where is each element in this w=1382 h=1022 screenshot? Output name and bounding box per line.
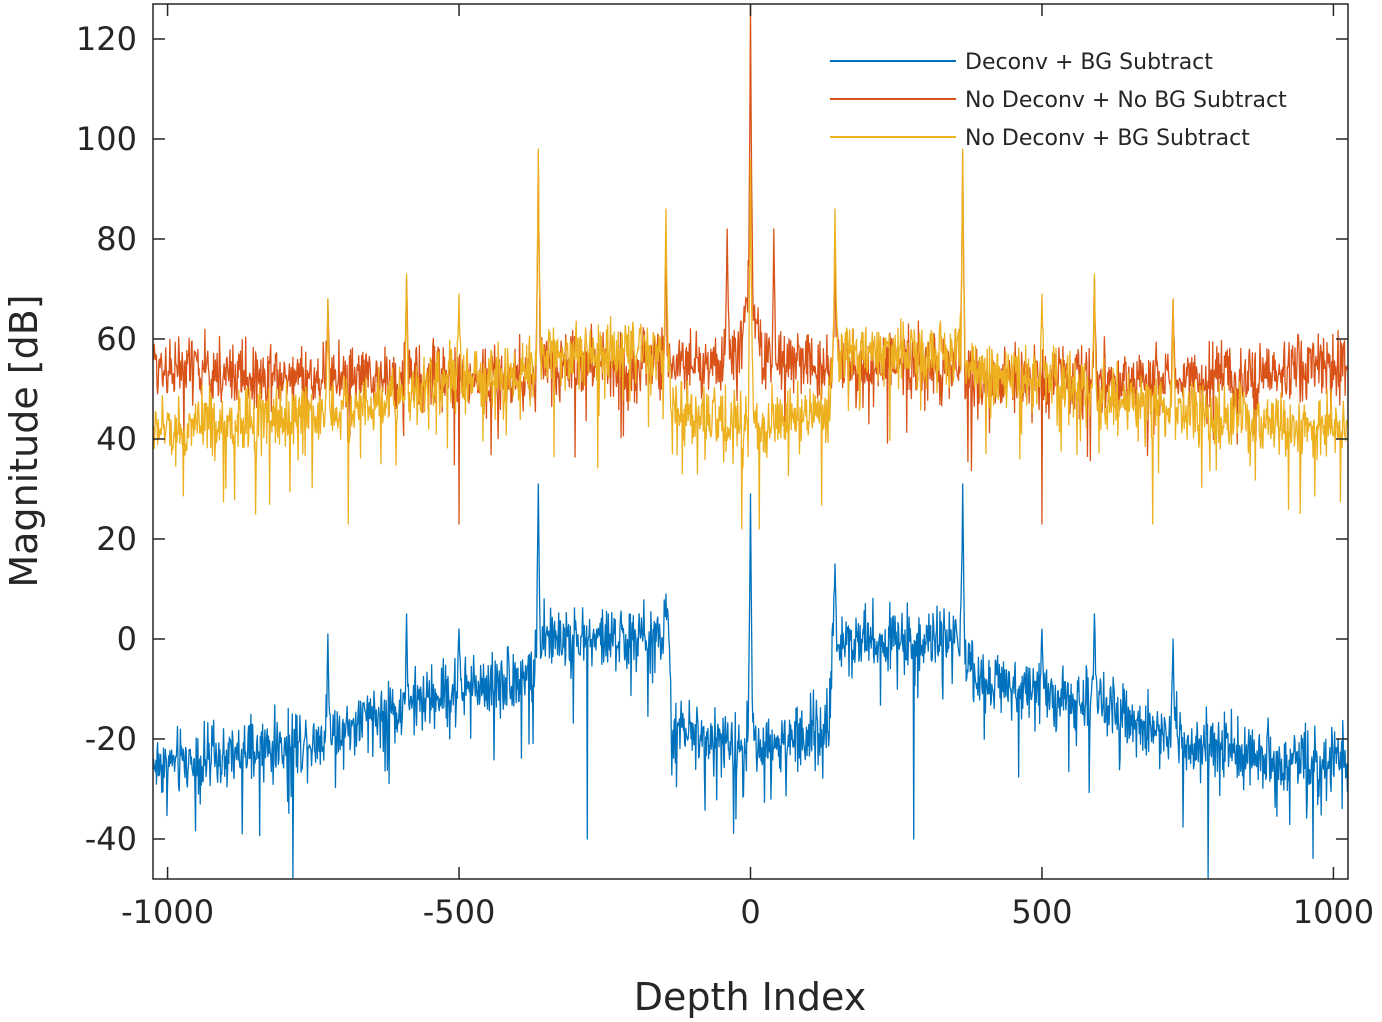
y-tick-label: 20: [96, 520, 137, 558]
series-layer: [153, 4, 1348, 879]
x-tick-label: -500: [423, 893, 496, 931]
x-tick-label: 0: [740, 893, 760, 931]
legend: Deconv + BG Subtract No Deconv + No BG Su…: [830, 50, 1287, 151]
y-tick-label: 60: [96, 320, 137, 358]
y-tick-label: 100: [76, 120, 137, 158]
x-tick-label: 500: [1011, 893, 1072, 931]
legend-label: No Deconv + No BG Subtract: [965, 88, 1287, 113]
y-tick-label: 80: [96, 220, 137, 258]
y-axis-label: Magnitude [dB]: [2, 294, 46, 587]
x-axis-label: Depth Index: [634, 975, 866, 1019]
y-tick-label: 0: [117, 620, 137, 658]
series-line: [153, 4, 1348, 525]
y-tick-label: 120: [76, 20, 137, 58]
y-tick-label: -40: [85, 820, 137, 858]
x-tick-label: -1000: [121, 893, 214, 931]
legend-label: Deconv + BG Subtract: [965, 50, 1213, 75]
y-tick-label: -20: [85, 720, 137, 758]
x-tick-label: 1000: [1293, 893, 1374, 931]
series-line: [153, 483, 1348, 879]
legend-label: No Deconv + BG Subtract: [965, 126, 1250, 151]
tick-layer: -1000 -500 0 500 1000 -40 -20 0 20 40 60 80 100 120: [76, 4, 1374, 931]
y-tick-label: 40: [96, 420, 137, 458]
series-line: [153, 148, 1348, 530]
